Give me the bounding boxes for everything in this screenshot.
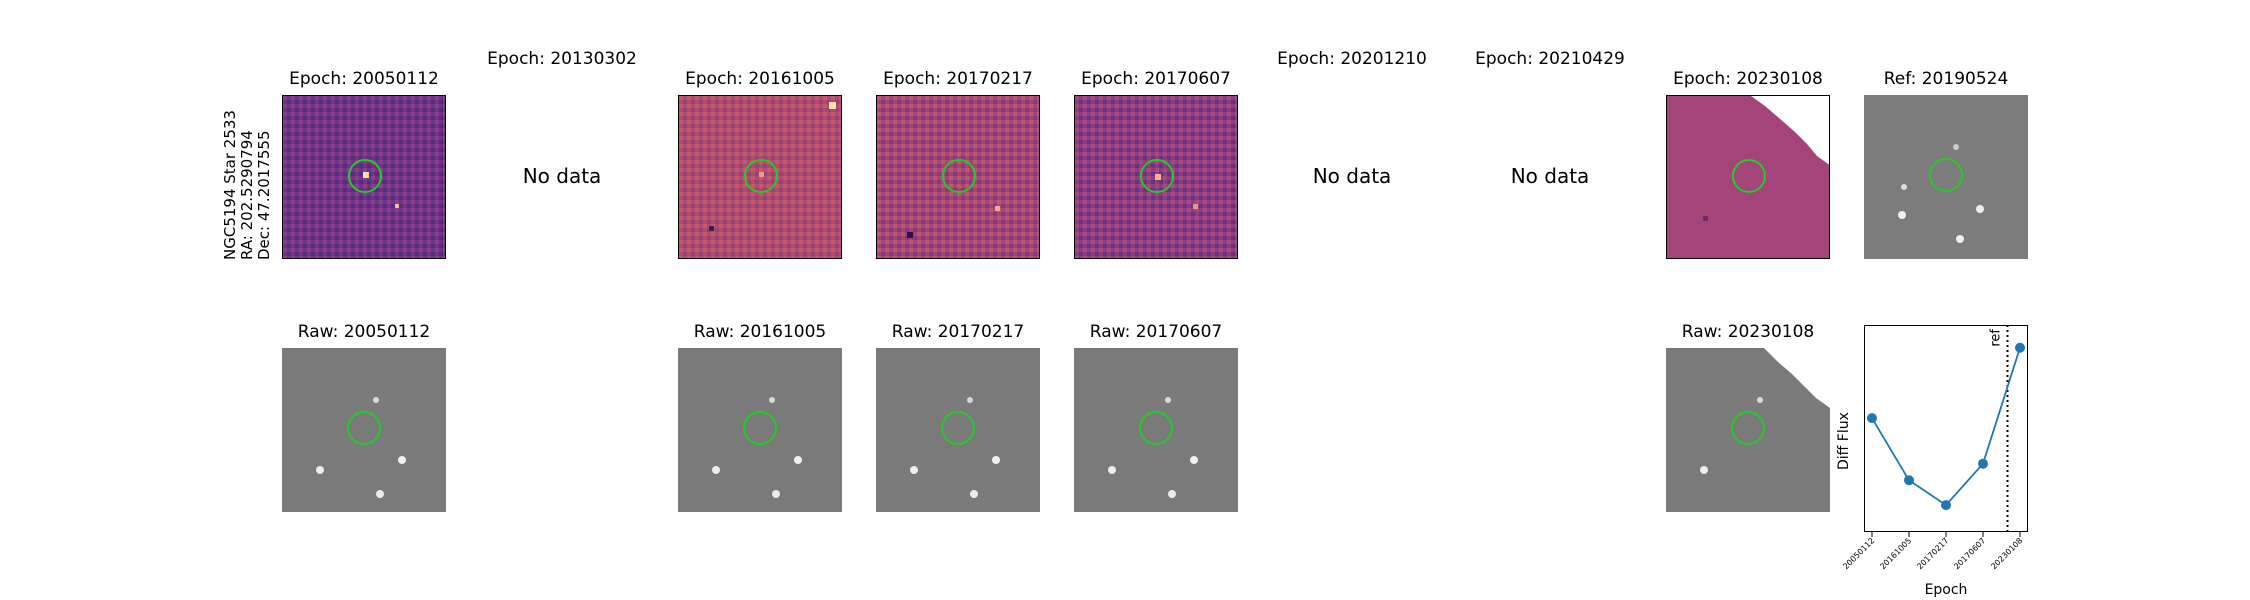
target-circle	[942, 159, 976, 193]
raw-image-panel	[876, 348, 1040, 512]
ref-image	[1864, 95, 2028, 259]
raw-title: Raw: 20161005	[693, 322, 827, 342]
data-point	[1904, 475, 1914, 486]
raw-title: Raw: 20170217	[891, 322, 1025, 342]
data-point	[1867, 413, 1877, 424]
x-tick-label: 20161005	[1878, 536, 1913, 571]
epoch-title: Epoch: 20201210	[1277, 49, 1427, 69]
lc-frame	[1864, 325, 2028, 532]
series-line	[1871, 347, 2021, 507]
lc-xlabel: Epoch	[1924, 582, 1968, 598]
diff-image	[1667, 96, 1829, 258]
diff-image	[679, 96, 841, 258]
diff-image	[877, 96, 1039, 258]
diff-image	[283, 96, 445, 258]
epoch-title: Epoch: 20161005	[685, 69, 835, 89]
lc-ylabel: Diff Flux	[1836, 412, 1852, 470]
ref-title: Ref: 20190524	[1883, 69, 2009, 89]
target-circle	[941, 411, 975, 445]
no-data-text: No data	[522, 164, 602, 188]
x-tick-label: 20230108	[1989, 536, 2024, 571]
raw-image	[282, 348, 446, 512]
diff-image-panel	[1074, 95, 1238, 259]
raw-image	[1666, 348, 1830, 512]
raw-image-panel	[678, 348, 842, 512]
diff-image	[1075, 96, 1237, 258]
raw-image	[1074, 348, 1238, 512]
target-circle	[348, 159, 382, 193]
epoch-title: Epoch: 20170217	[883, 69, 1033, 89]
star-label: NGC5194 Star 2533 RA: 202.5290794 Dec: 4…	[221, 110, 273, 260]
no-data-text: No data	[1510, 164, 1590, 188]
epoch-title: Epoch: 20210429	[1475, 49, 1625, 69]
target-circle	[1732, 159, 1766, 193]
raw-image-panel	[1074, 348, 1238, 512]
raw-image	[876, 348, 1040, 512]
star-ra: RA: 202.5290794	[238, 130, 256, 260]
target-circle	[1139, 411, 1173, 445]
target-circle	[1140, 159, 1174, 193]
ref-label: ref	[1989, 329, 2004, 347]
ref-image-panel	[1864, 95, 2028, 259]
raw-image	[678, 348, 842, 512]
target-circle	[347, 411, 381, 445]
target-circle	[1929, 158, 1963, 192]
x-tick-label: 20050112	[1841, 536, 1876, 571]
epoch-title: Epoch: 20050112	[289, 69, 439, 89]
lightcurve-chart: ref	[1864, 325, 2028, 532]
diff-image-panel	[876, 95, 1040, 259]
target-circle	[744, 159, 778, 193]
diff-image-panel	[282, 95, 446, 259]
diff-image-panel	[678, 95, 842, 259]
x-tick-label: 20170607	[1952, 536, 1987, 571]
x-tick-label: 20170217	[1915, 536, 1950, 571]
diff-image-panel	[1666, 95, 1830, 259]
raw-title: Raw: 20230108	[1681, 322, 1815, 342]
raw-title: Raw: 20170607	[1089, 322, 1223, 342]
target-circle	[1731, 411, 1765, 445]
epoch-title: Epoch: 20130302	[487, 49, 637, 69]
data-point	[1978, 458, 1988, 469]
star-dec: Dec: 47.2017555	[255, 130, 273, 260]
no-data-text: No data	[1312, 164, 1392, 188]
data-point	[1941, 500, 1951, 511]
data-point	[2015, 342, 2025, 353]
epoch-title: Epoch: 20170607	[1081, 69, 1231, 89]
target-circle	[743, 411, 777, 445]
epoch-title: Epoch: 20230108	[1673, 69, 1823, 89]
raw-title: Raw: 20050112	[297, 322, 431, 342]
raw-image-panel	[282, 348, 446, 512]
lightcurve-xticks: 20050112 20161005 20170217 20170607 20230108	[1841, 532, 2024, 571]
raw-image-panel	[1666, 348, 1830, 512]
star-name: NGC5194 Star 2533	[221, 110, 239, 260]
